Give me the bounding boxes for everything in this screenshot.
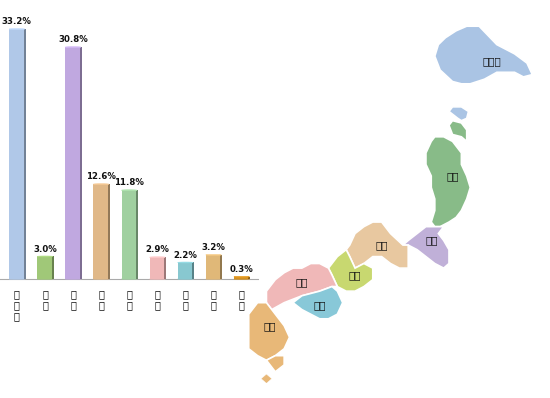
Text: 30.8%: 30.8% <box>58 35 88 44</box>
Ellipse shape <box>178 262 193 263</box>
Bar <box>24 29 25 279</box>
Bar <box>221 255 222 279</box>
Polygon shape <box>266 356 284 372</box>
Text: 中部: 中部 <box>376 240 388 250</box>
Ellipse shape <box>94 184 109 185</box>
Text: 3.0%: 3.0% <box>33 245 57 254</box>
Text: 12.6%: 12.6% <box>86 172 116 181</box>
Bar <box>37 256 53 279</box>
Bar <box>164 257 166 279</box>
Ellipse shape <box>122 190 137 191</box>
Ellipse shape <box>65 47 81 48</box>
Bar <box>65 47 81 279</box>
Text: 九州: 九州 <box>264 321 276 331</box>
Bar <box>249 277 250 279</box>
Polygon shape <box>449 121 467 141</box>
Polygon shape <box>435 26 532 84</box>
Text: 2.9%: 2.9% <box>145 246 169 254</box>
Bar <box>206 255 221 279</box>
Text: 2.2%: 2.2% <box>173 251 197 259</box>
Bar <box>192 262 194 279</box>
Text: 北海道: 北海道 <box>482 56 501 66</box>
Bar <box>108 184 110 279</box>
Ellipse shape <box>37 256 53 257</box>
Text: 近畑: 近畑 <box>349 270 361 280</box>
Text: 3.2%: 3.2% <box>202 243 226 252</box>
Bar <box>9 29 25 279</box>
Polygon shape <box>449 107 469 121</box>
Polygon shape <box>293 287 343 319</box>
Polygon shape <box>261 374 272 383</box>
Text: 中国: 中国 <box>296 277 308 287</box>
Bar <box>136 190 138 279</box>
Bar <box>122 190 137 279</box>
Bar <box>150 257 165 279</box>
Text: 東北: 東北 <box>446 171 459 181</box>
Polygon shape <box>266 263 337 310</box>
Text: 0.3%: 0.3% <box>230 265 254 274</box>
Text: 11.8%: 11.8% <box>114 178 144 187</box>
Polygon shape <box>346 222 408 268</box>
Bar <box>94 184 109 279</box>
Polygon shape <box>249 302 289 360</box>
Ellipse shape <box>206 254 221 256</box>
Bar <box>80 47 82 279</box>
Bar <box>178 262 193 279</box>
Polygon shape <box>254 397 261 398</box>
Ellipse shape <box>150 257 165 258</box>
Text: 関東: 関東 <box>425 236 437 246</box>
Ellipse shape <box>234 276 249 277</box>
Bar <box>234 277 249 279</box>
Polygon shape <box>426 137 470 226</box>
Polygon shape <box>328 250 373 291</box>
Bar <box>52 256 53 279</box>
Text: 33.2%: 33.2% <box>2 17 32 26</box>
Text: 四国: 四国 <box>314 300 326 310</box>
Polygon shape <box>403 226 449 268</box>
